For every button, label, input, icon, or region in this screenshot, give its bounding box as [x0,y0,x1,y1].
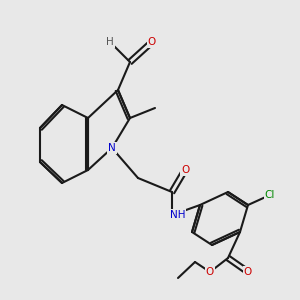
Text: O: O [148,37,156,47]
Text: O: O [206,267,214,277]
Text: O: O [181,165,189,175]
Text: NH: NH [170,210,185,220]
Text: H: H [106,37,114,47]
Text: Cl: Cl [265,190,275,200]
Text: O: O [244,267,252,277]
Text: N: N [108,143,116,153]
